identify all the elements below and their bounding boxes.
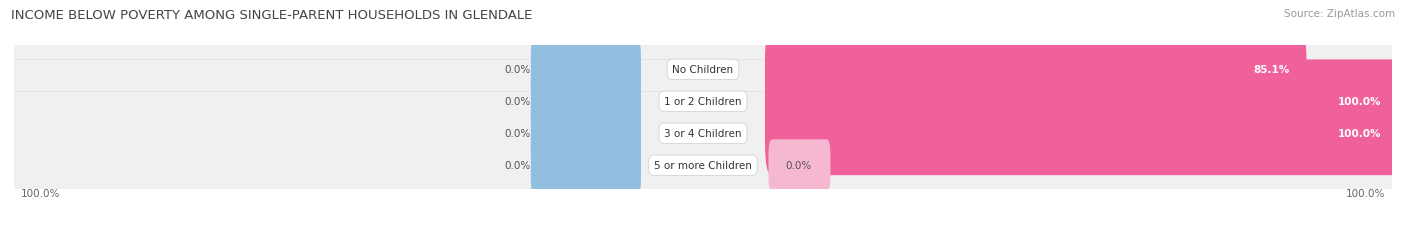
- FancyBboxPatch shape: [531, 60, 641, 144]
- Text: 100.0%: 100.0%: [21, 188, 60, 198]
- Text: 100.0%: 100.0%: [1346, 188, 1385, 198]
- Text: 5 or more Children: 5 or more Children: [654, 161, 752, 170]
- FancyBboxPatch shape: [765, 60, 1399, 144]
- Text: 1 or 2 Children: 1 or 2 Children: [664, 97, 742, 107]
- Text: No Children: No Children: [672, 65, 734, 75]
- Text: 0.0%: 0.0%: [505, 161, 531, 170]
- FancyBboxPatch shape: [531, 28, 641, 112]
- Text: 0.0%: 0.0%: [505, 97, 531, 107]
- FancyBboxPatch shape: [0, 60, 1406, 207]
- FancyBboxPatch shape: [0, 92, 1406, 231]
- Text: INCOME BELOW POVERTY AMONG SINGLE-PARENT HOUSEHOLDS IN GLENDALE: INCOME BELOW POVERTY AMONG SINGLE-PARENT…: [11, 9, 533, 22]
- Text: 3 or 4 Children: 3 or 4 Children: [664, 129, 742, 139]
- FancyBboxPatch shape: [0, 0, 1406, 144]
- Text: 0.0%: 0.0%: [786, 161, 811, 170]
- Text: 85.1%: 85.1%: [1253, 65, 1289, 75]
- Text: 100.0%: 100.0%: [1339, 97, 1382, 107]
- FancyBboxPatch shape: [765, 92, 1399, 175]
- FancyBboxPatch shape: [531, 124, 641, 207]
- Text: 0.0%: 0.0%: [505, 129, 531, 139]
- FancyBboxPatch shape: [531, 92, 641, 175]
- FancyBboxPatch shape: [769, 140, 831, 191]
- Text: 100.0%: 100.0%: [1339, 129, 1382, 139]
- Text: 0.0%: 0.0%: [505, 65, 531, 75]
- FancyBboxPatch shape: [0, 28, 1406, 175]
- Text: Source: ZipAtlas.com: Source: ZipAtlas.com: [1284, 9, 1395, 19]
- FancyBboxPatch shape: [765, 28, 1306, 112]
